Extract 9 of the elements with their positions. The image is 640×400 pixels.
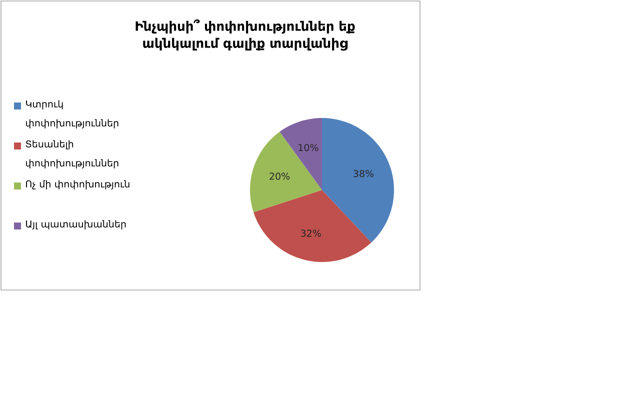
legend-label: Ոչ մի փոփոխություն xyxy=(26,180,130,190)
legend-label: Այլ պատասխաններ xyxy=(26,220,126,230)
legend-label: Կտրուկ փոփոխություններ xyxy=(26,100,118,128)
legend-label: Տեսանելի փոփոխություններ xyxy=(26,140,118,168)
data-label: 20% xyxy=(270,172,290,180)
data-label: 10% xyxy=(298,144,318,152)
data-label: 38% xyxy=(354,170,374,178)
data-label: 32% xyxy=(301,230,321,237)
chart-title: Ինչպիսի՞ փոփոխություններ եք ակնկալում գալիք տարվանից xyxy=(136,19,355,51)
